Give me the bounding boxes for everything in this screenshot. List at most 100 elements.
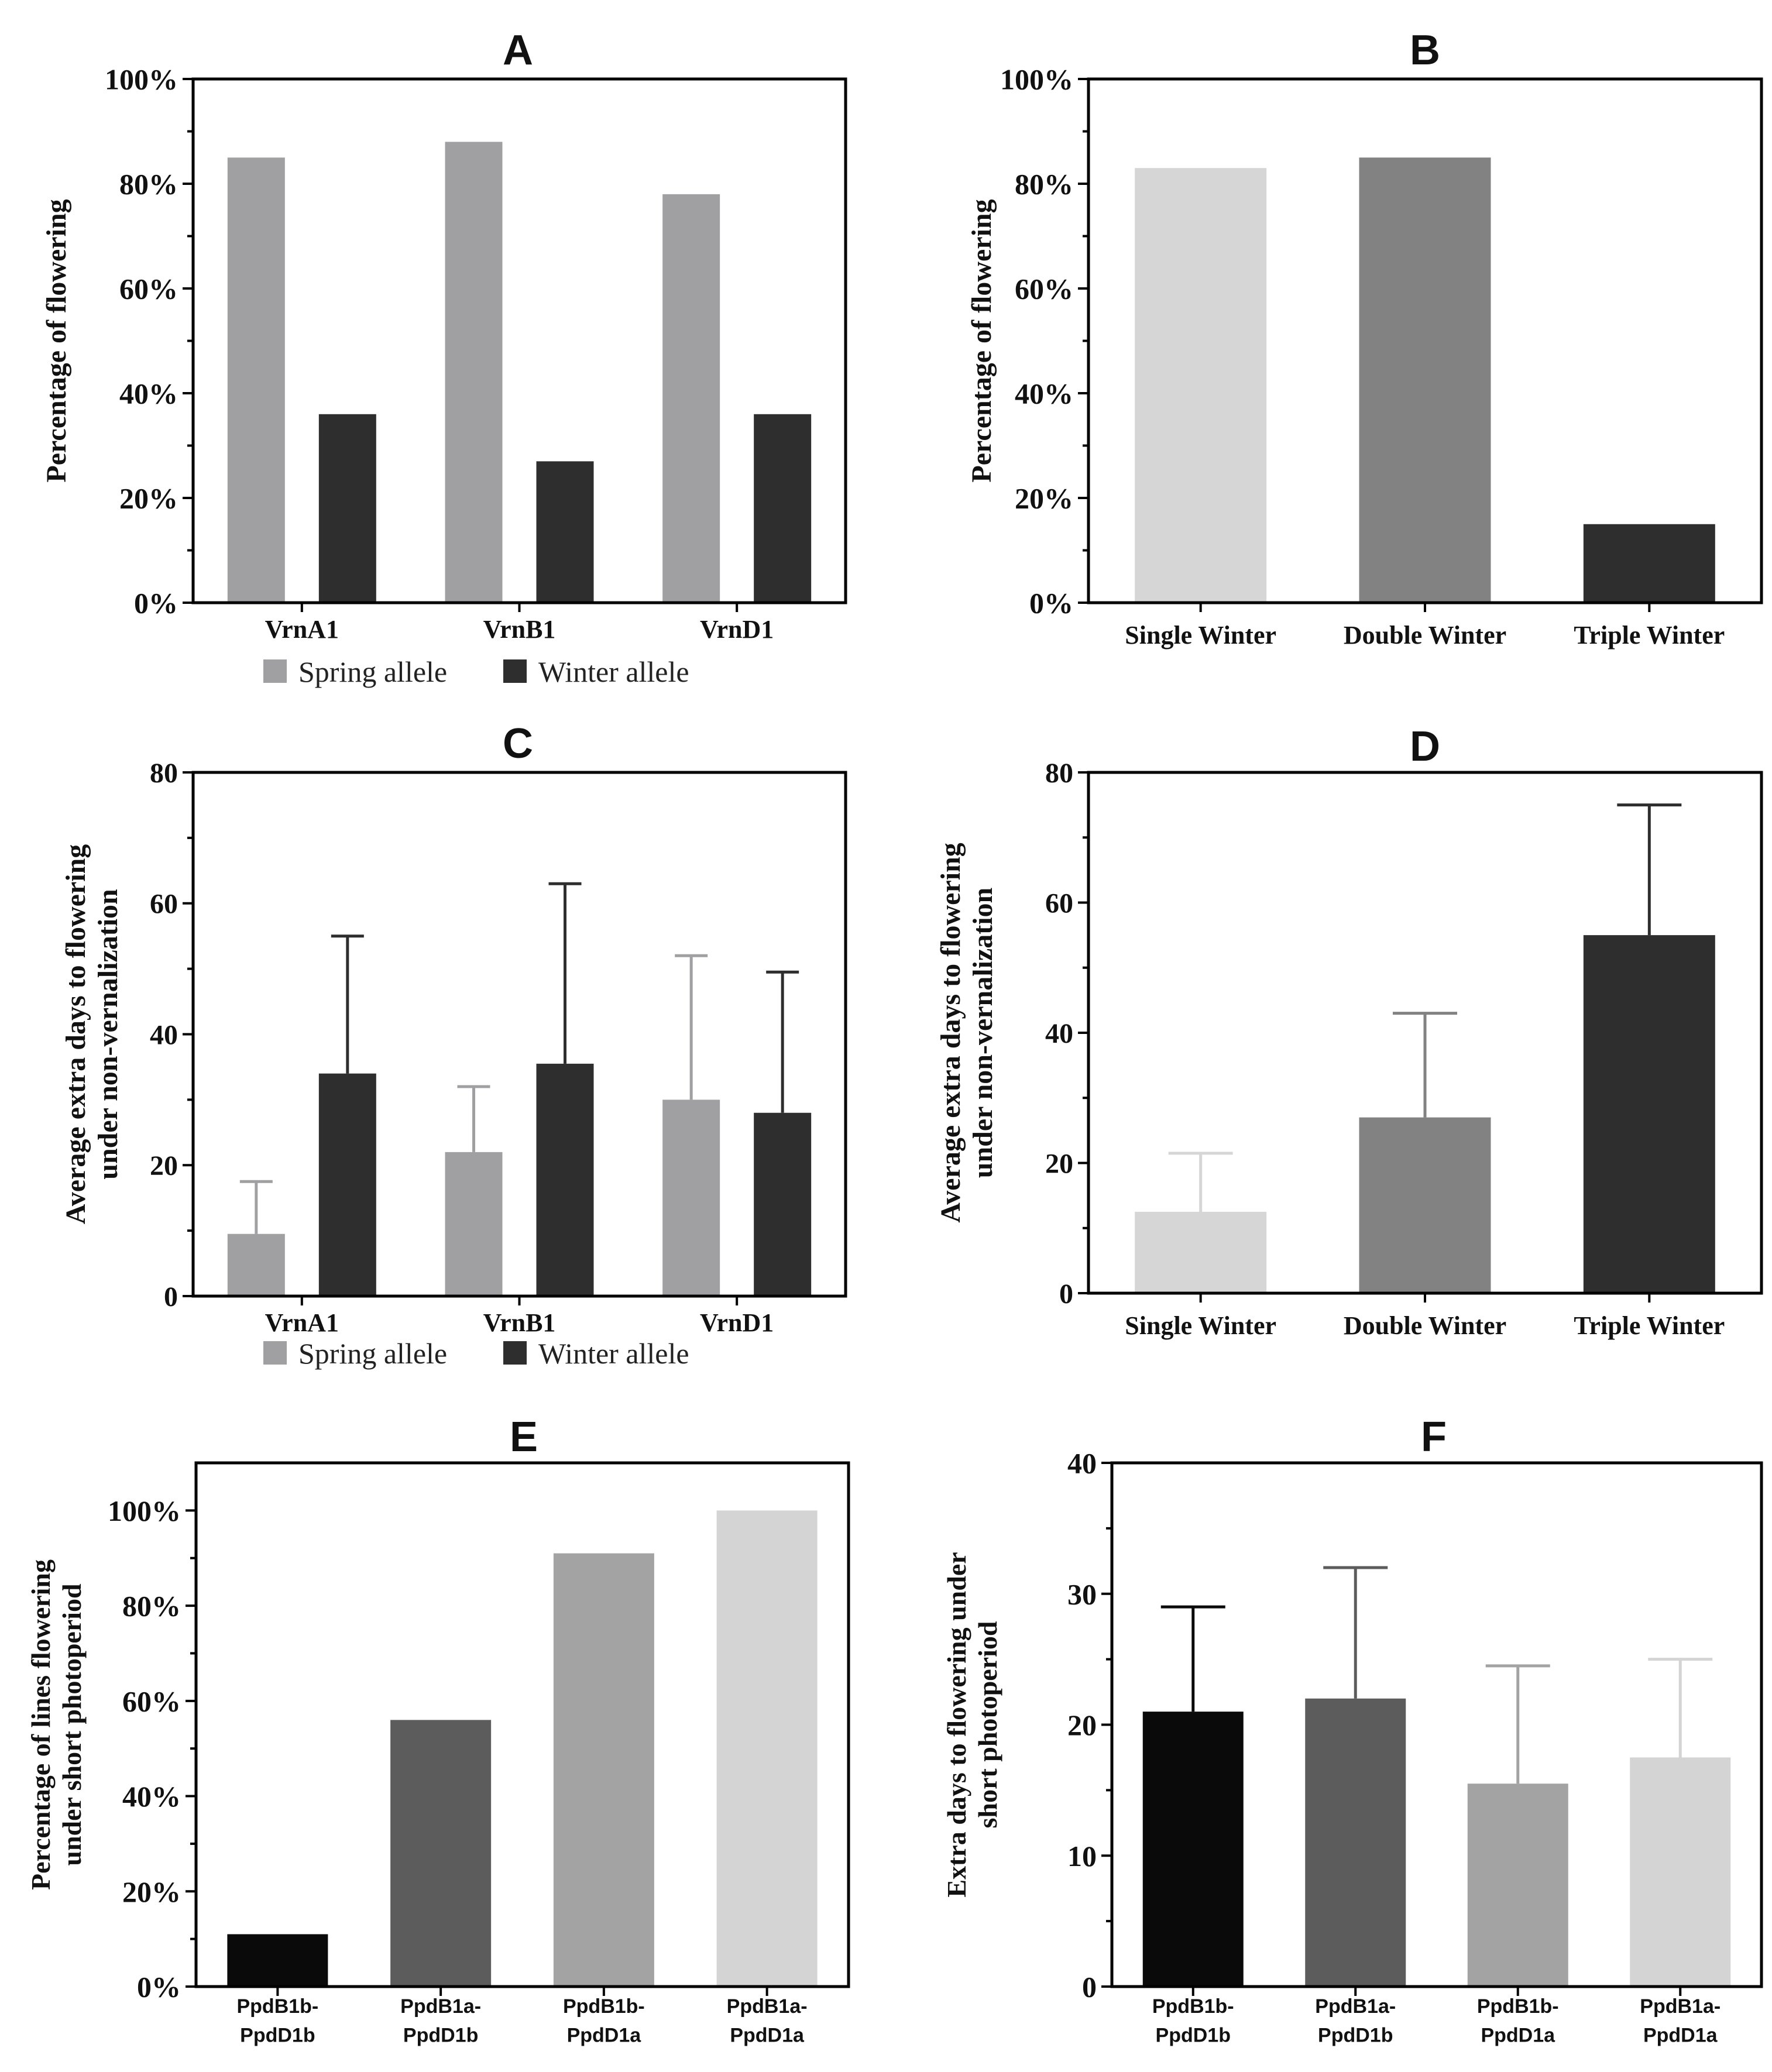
y-tick-label: 0% (137, 1971, 181, 2004)
panel-d: D 0 20 40 60 80 Average extra days to flowerin… (935, 723, 1763, 1340)
x-tick-label: VrnB1 (483, 615, 556, 644)
x-tick-label: VrnA1 (265, 1308, 339, 1337)
y-axis-label-line: short photoperiod (973, 1621, 1002, 1828)
legend-label: Winter allele (538, 655, 689, 688)
legend-swatch (503, 659, 527, 683)
y-axis-label: Extra days to flowering undershort photo… (942, 1552, 1002, 1897)
x-tick-label-line: PpdB1b- (1152, 1995, 1234, 2018)
y-axis-label: Percentage of flowering (41, 199, 72, 482)
x-tick-label: VrnA1 (265, 615, 339, 644)
x-tick-label: Single Winter (1125, 621, 1276, 650)
bar (227, 1934, 328, 1987)
x-tick-label-line: PpdB1a- (400, 1995, 481, 2018)
bar-spring-allele (662, 1099, 720, 1296)
x-tick-label: Double Winter (1344, 621, 1506, 650)
y-tick-label: 10 (1067, 1840, 1097, 1872)
x-tick-label: VrnD1 (700, 615, 774, 644)
y-tick-label: 20% (119, 482, 178, 515)
x-tick-label-line: PpdD1a (1481, 2024, 1555, 2046)
y-tick-label: 80 (150, 758, 178, 789)
plot-frame (1087, 771, 1763, 1295)
y-axis-label-line: Average extra days to flowering (935, 843, 966, 1223)
y-tick-label: 40% (1015, 377, 1073, 410)
x-tick-label: PpdB1b- PpdD1b (236, 1995, 318, 2046)
y-axis-label-line: under short photoperiod (57, 1583, 87, 1866)
x-tick-label: PpdB1a- PpdD1a (727, 1995, 808, 2046)
bar-spring-allele (662, 194, 720, 603)
y-tick-label: 0 (1059, 1279, 1073, 1310)
bar-spring-allele (227, 1233, 285, 1296)
y-tick-label: 0 (164, 1281, 178, 1312)
y-axis-label-line: under non-vernalization (967, 888, 998, 1178)
y-tick-label: 100% (105, 63, 178, 96)
x-tick-label: VrnB1 (483, 1308, 556, 1337)
y-tick-label: 30 (1067, 1578, 1097, 1610)
y-axis-label-line: under non-vernalization (92, 889, 123, 1180)
panel-title: C (503, 720, 533, 767)
bar-spring-allele (227, 157, 285, 603)
y-tick-label: 60 (150, 889, 178, 920)
legend-label: Spring allele (298, 1337, 447, 1370)
panel-title: F (1421, 1414, 1447, 1461)
bar (1142, 1712, 1244, 1987)
x-tick-label-line: PpdB1a- (1315, 1995, 1396, 2018)
bar (1359, 157, 1491, 603)
y-tick-label: 60% (122, 1685, 181, 1717)
y-tick-label: 80% (1015, 168, 1073, 201)
legend-swatch (263, 1341, 287, 1365)
legend-swatch (503, 1341, 527, 1365)
x-tick-label: VrnD1 (700, 1308, 774, 1337)
panel-e: E 0% 20% 40% 60% 80% 100% Percentage of lines f… (26, 1414, 850, 2046)
y-tick-label: 20 (150, 1150, 178, 1181)
y-tick-label: 0 (1082, 1971, 1097, 2004)
y-axis-label: Percentage of lines floweringunder short… (26, 1559, 87, 1890)
bar (1359, 1117, 1491, 1293)
x-tick-label-line: PpdD1a (730, 2024, 805, 2046)
y-tick-label: 80% (122, 1590, 181, 1623)
panel-c: C 0 20 40 60 80 Average extra days to flowerin… (60, 720, 847, 1370)
y-tick-label: 100% (108, 1494, 181, 1527)
x-tick-label: Triple Winter (1574, 621, 1725, 650)
y-tick-label: 60% (1015, 273, 1073, 305)
x-tick-label-line: PpdD1b (403, 2024, 478, 2046)
bar (1630, 1757, 1731, 1987)
y-tick-label: 60% (119, 273, 178, 305)
legend-label: Winter allele (538, 1337, 689, 1370)
x-tick-label: Single Winter (1125, 1311, 1276, 1340)
bar (1583, 524, 1715, 603)
y-tick-label: 100% (1000, 63, 1073, 96)
x-tick-label: Double Winter (1344, 1311, 1506, 1340)
bar (1583, 935, 1715, 1293)
panel-title: B (1410, 27, 1440, 74)
plot-frame (191, 77, 847, 604)
y-axis-label: Percentage of flowering (966, 199, 997, 482)
bar-winter-allele (318, 1073, 376, 1296)
bar-spring-allele (445, 1152, 503, 1296)
y-tick-label: 0% (134, 587, 178, 620)
x-tick-label: PpdB1b- PpdD1a (1477, 1995, 1559, 2046)
x-tick-label-line: PpdB1b- (236, 1995, 318, 2018)
x-tick-label: PpdB1a- PpdD1a (1640, 1995, 1721, 2046)
panel-a: A 0% 20% 40% 60% 80% 100% Percentage of floweri… (41, 27, 847, 688)
bar (390, 1720, 492, 1987)
panel-title: E (510, 1414, 538, 1461)
bar-winter-allele (754, 1112, 812, 1296)
panel-f: F 0 10 20 30 40 Extra days to flowering unders… (942, 1414, 1763, 2046)
x-tick-label-line: PpdB1b- (563, 1995, 645, 2018)
plot-frame (191, 771, 847, 1298)
y-tick-label: 40 (1067, 1447, 1097, 1480)
x-tick-label-line: PpdD1a (1643, 2024, 1718, 2046)
y-tick-label: 80 (1045, 758, 1073, 789)
panel-b: B 0% 20% 40% 60% 80% 100% Percentage of floweri… (966, 27, 1763, 650)
bar (553, 1553, 654, 1987)
y-tick-label: 80% (119, 168, 178, 201)
bar-winter-allele (318, 414, 376, 603)
y-tick-label: 20% (122, 1875, 181, 1908)
y-axis-label-line: Percentage of lines flowering (26, 1559, 56, 1890)
legend-label: Spring allele (298, 655, 447, 688)
y-tick-label: 20% (1015, 482, 1073, 515)
bar (716, 1510, 818, 1987)
bar-winter-allele (754, 414, 812, 603)
plot-frame (1087, 77, 1763, 604)
bar (1467, 1784, 1568, 1987)
